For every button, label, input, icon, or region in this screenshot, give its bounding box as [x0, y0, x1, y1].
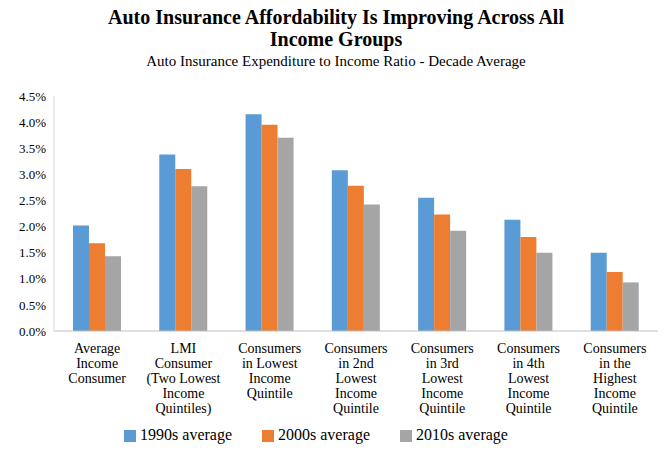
svg-text:2.5%: 2.5%: [19, 193, 46, 208]
svg-text:in Lowest: in Lowest: [242, 356, 298, 371]
html-text:2010s average: 2010s average: [416, 426, 508, 443]
svg-text:3.5%: 3.5%: [19, 141, 46, 156]
svg-text:Quintile: Quintile: [592, 401, 638, 416]
svg-text:0.5%: 0.5%: [19, 298, 46, 313]
svg-text:Quintile: Quintile: [333, 401, 379, 416]
svg-text:Consumers: Consumers: [238, 341, 301, 356]
svg-text:Quintile: Quintile: [247, 386, 293, 401]
svg-text:Consumer: Consumer: [68, 371, 126, 386]
svg-text:Lowest: Lowest: [335, 371, 376, 386]
svg-text:1.0%: 1.0%: [19, 271, 46, 286]
svg-text:0.0%: 0.0%: [19, 324, 46, 339]
svg-text:in 3rd: in 3rd: [426, 356, 459, 371]
svg-text:Quintiles): Quintiles): [155, 401, 211, 417]
html-text:2000s average: 2000s average: [278, 426, 370, 443]
svg-text:Consumers: Consumers: [411, 341, 474, 356]
svg-text:Income: Income: [594, 386, 636, 401]
svg-text:Highest: Highest: [593, 371, 637, 386]
svg-text:(Two Lowest: (Two Lowest: [146, 371, 220, 387]
svg-text:Consumers: Consumers: [583, 341, 646, 356]
svg-text:Lowest: Lowest: [508, 371, 549, 386]
svg-text:in the: in the: [599, 356, 631, 371]
svg-text:4.0%: 4.0%: [19, 115, 46, 130]
svg-text:3.0%: 3.0%: [19, 167, 46, 182]
svg-text:in 4th: in 4th: [512, 356, 544, 371]
svg-text:2.0%: 2.0%: [19, 219, 46, 234]
svg-text:LMI: LMI: [171, 341, 197, 356]
html-text:Auto Insurance Affordability I: Auto Insurance Affordability Is Improvin…: [108, 6, 564, 50]
svg-text:Income: Income: [335, 386, 377, 401]
html-text:1990s average: 1990s average: [140, 426, 232, 443]
svg-text:Average: Average: [74, 341, 120, 356]
svg-text:Income: Income: [76, 356, 118, 371]
svg-text:Consumer: Consumer: [155, 356, 213, 371]
svg-text:Consumers: Consumers: [497, 341, 560, 356]
svg-text:Lowest: Lowest: [422, 371, 463, 386]
svg-text:Consumers: Consumers: [325, 341, 388, 356]
svg-text:in 2nd: in 2nd: [338, 356, 373, 371]
svg-text:Income: Income: [162, 386, 204, 401]
svg-text:Income: Income: [508, 386, 550, 401]
html-text:Auto Insurance Expenditure to: Auto Insurance Expenditure to Income Rat…: [146, 53, 526, 69]
svg-text:Quintile: Quintile: [419, 401, 465, 416]
svg-text:4.5%: 4.5%: [19, 89, 46, 104]
svg-text:1.5%: 1.5%: [19, 245, 46, 260]
svg-text:Income: Income: [421, 386, 463, 401]
svg-text:Quintile: Quintile: [506, 401, 552, 416]
svg-text:Income: Income: [249, 371, 291, 386]
